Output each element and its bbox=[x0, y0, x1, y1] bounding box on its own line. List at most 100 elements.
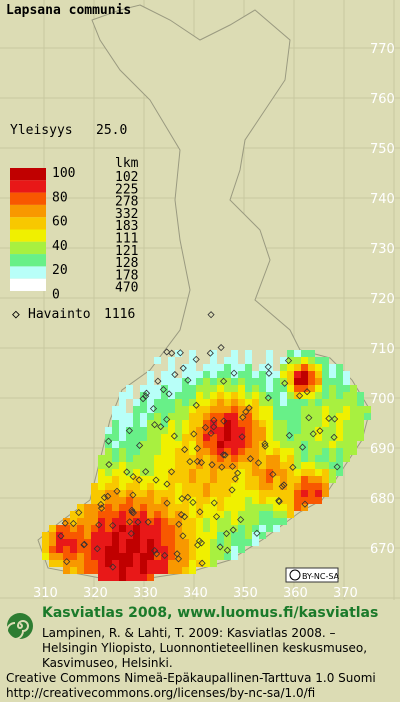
frequency-cell bbox=[210, 399, 217, 406]
frequency-cell bbox=[70, 567, 77, 574]
frequency-cell bbox=[91, 511, 98, 518]
legend-count: 121 bbox=[115, 244, 138, 259]
observation-point bbox=[301, 500, 309, 508]
frequency-cell bbox=[210, 406, 217, 413]
frequency-cell bbox=[343, 420, 350, 427]
frequency-cell bbox=[147, 413, 154, 420]
frequency-cell bbox=[231, 350, 238, 357]
frequency-cell bbox=[287, 385, 294, 392]
cc-logo bbox=[289, 569, 301, 581]
legend-swatch bbox=[10, 180, 46, 193]
frequency-cell bbox=[343, 427, 350, 434]
frequency-cell bbox=[301, 427, 308, 434]
frequency-cell bbox=[182, 525, 189, 532]
frequency-cell bbox=[315, 455, 322, 462]
observation-point bbox=[186, 458, 194, 466]
frequency-cell bbox=[119, 511, 126, 518]
frequency-cell bbox=[140, 385, 147, 392]
frequency-cell bbox=[140, 434, 147, 441]
frequency-cell bbox=[105, 483, 112, 490]
frequency-cell bbox=[231, 490, 238, 497]
frequency-cell bbox=[315, 357, 322, 364]
frequency-cell bbox=[119, 567, 126, 574]
frequency-cell bbox=[217, 518, 224, 525]
frequency-cell bbox=[203, 532, 210, 539]
frequency-cell bbox=[189, 441, 196, 448]
frequency-cell bbox=[238, 385, 245, 392]
frequency-cell bbox=[189, 406, 196, 413]
frequency-cell bbox=[77, 504, 84, 511]
frequency-cell bbox=[280, 462, 287, 469]
observation-point bbox=[104, 437, 113, 445]
frequency-cell bbox=[238, 413, 245, 420]
frequency-cell bbox=[350, 392, 357, 399]
frequency-cell bbox=[357, 413, 364, 420]
frequency-cell bbox=[259, 378, 266, 385]
frequency-cell bbox=[231, 455, 238, 462]
frequency-cell bbox=[203, 490, 210, 497]
frequency-cell bbox=[182, 385, 189, 392]
frequency-cell bbox=[119, 413, 126, 420]
frequency-cell bbox=[245, 518, 252, 525]
frequency-cell bbox=[329, 385, 336, 392]
frequency-cell bbox=[168, 441, 175, 448]
frequency-cell bbox=[98, 462, 105, 469]
frequency-cell bbox=[70, 553, 77, 560]
frequency-cell bbox=[98, 476, 105, 483]
frequency-cell bbox=[189, 511, 196, 518]
observation-legend-symbol: ◇ bbox=[12, 307, 20, 322]
frequency-cell bbox=[147, 532, 154, 539]
observation-point bbox=[278, 482, 286, 490]
frequency-cell bbox=[196, 385, 203, 392]
frequency-cell bbox=[315, 441, 322, 448]
legend-count: 183 bbox=[115, 219, 138, 234]
frequency-cell bbox=[140, 497, 147, 504]
frequency-cell bbox=[357, 427, 364, 434]
frequency-cell bbox=[175, 546, 182, 553]
frequency-cell bbox=[105, 567, 112, 574]
frequency-cell bbox=[287, 455, 294, 462]
frequency-cell bbox=[161, 448, 168, 455]
frequency-cell bbox=[252, 434, 259, 441]
frequency-cell bbox=[196, 392, 203, 399]
frequency-cell bbox=[140, 567, 147, 574]
frequency-cell bbox=[161, 532, 168, 539]
frequency-cell bbox=[119, 469, 126, 476]
frequency-cell bbox=[224, 392, 231, 399]
frequency-cell bbox=[175, 399, 182, 406]
frequency-cell bbox=[154, 525, 161, 532]
frequency-cell bbox=[147, 406, 154, 413]
frequency-cell bbox=[329, 448, 336, 455]
frequency-cell bbox=[56, 560, 63, 567]
frequency-cell bbox=[315, 448, 322, 455]
frequency-cell bbox=[343, 406, 350, 413]
frequency-cell bbox=[217, 497, 224, 504]
frequency-cell bbox=[245, 483, 252, 490]
frequency-cell bbox=[217, 413, 224, 420]
observation-point bbox=[220, 377, 228, 385]
frequency-cell bbox=[105, 511, 112, 518]
frequency-cell bbox=[105, 497, 112, 504]
y-tick-label: 760 bbox=[370, 92, 395, 107]
frequency-cell bbox=[189, 385, 196, 392]
frequency-cell bbox=[161, 385, 168, 392]
frequency-cell bbox=[336, 427, 343, 434]
frequency-cell bbox=[140, 518, 147, 525]
observation-point bbox=[280, 481, 288, 489]
frequency-cell bbox=[308, 469, 315, 476]
frequency-cell bbox=[336, 364, 343, 371]
frequency-cell bbox=[238, 434, 245, 441]
frequency-cell bbox=[217, 483, 224, 490]
frequency-cell bbox=[91, 504, 98, 511]
frequency-cell bbox=[252, 392, 259, 399]
y-tick-label: 730 bbox=[370, 242, 395, 257]
frequency-cell bbox=[203, 511, 210, 518]
frequency-cell bbox=[301, 357, 308, 364]
frequency-cell bbox=[112, 455, 119, 462]
frequency-cell bbox=[336, 434, 343, 441]
frequency-cell bbox=[252, 490, 259, 497]
observation-point bbox=[207, 311, 215, 319]
frequency-cell bbox=[308, 385, 315, 392]
observation-point bbox=[134, 518, 142, 526]
frequency-cell bbox=[161, 434, 168, 441]
